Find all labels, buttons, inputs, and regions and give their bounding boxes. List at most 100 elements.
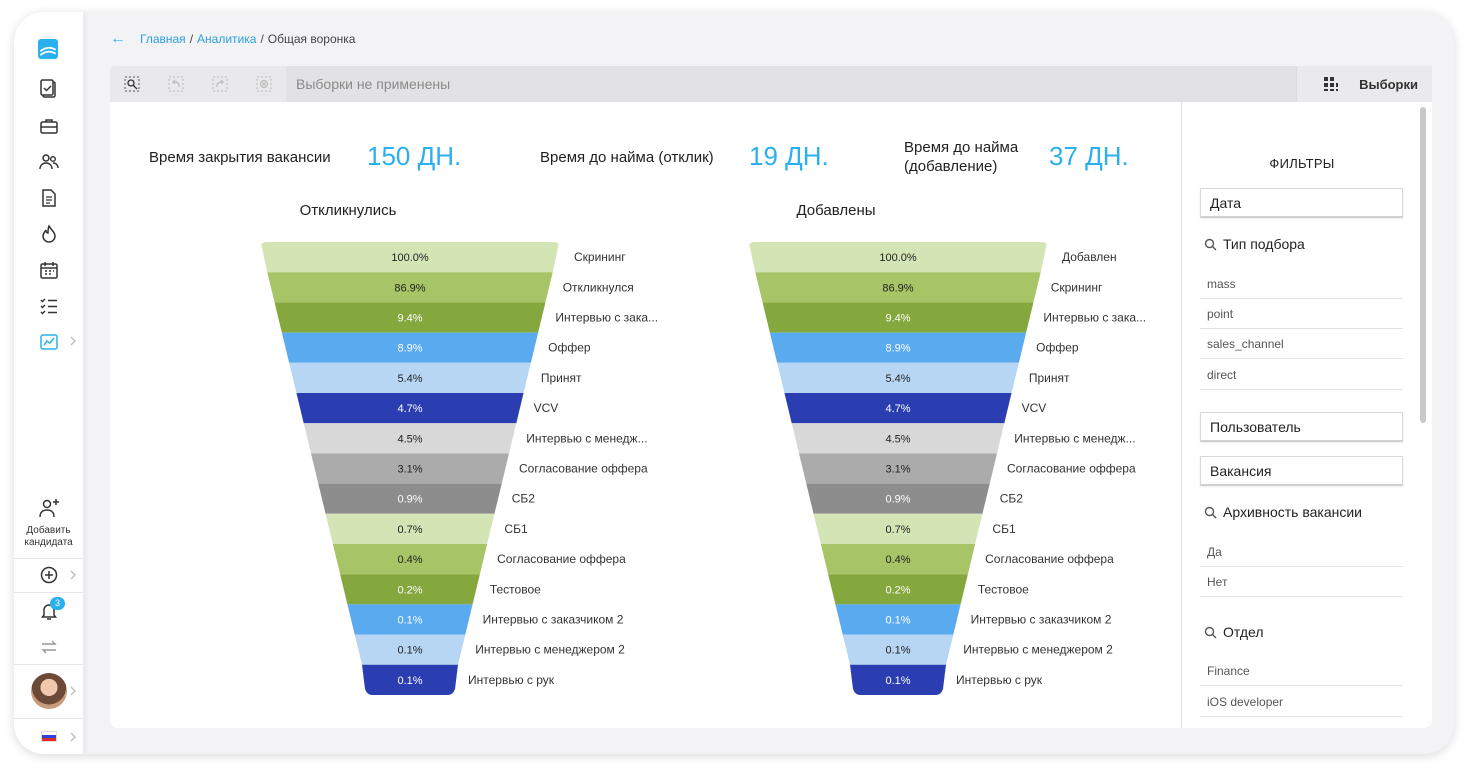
user-filter[interactable]: Пользователь	[1200, 412, 1403, 442]
funnel-band[interactable]	[289, 362, 531, 393]
department-search[interactable]: Отдел	[1204, 624, 1264, 640]
undo-icon[interactable]	[154, 66, 198, 102]
funnel-step-label: СБ2	[512, 492, 536, 506]
funnel-step-label: Интервью с менеджером 2	[475, 643, 625, 657]
funnel-value-label: 86.9%	[394, 282, 425, 294]
chevron-right-icon[interactable]	[69, 732, 77, 742]
funnel-band[interactable]	[784, 393, 1012, 424]
chevron-right-icon[interactable]	[69, 336, 77, 346]
calendar-icon[interactable]	[38, 259, 60, 281]
funnel-band[interactable]	[296, 393, 524, 424]
filter-item[interactable]: Да	[1200, 537, 1403, 567]
metric-label-line: (добавление)	[904, 158, 998, 175]
funnel-band[interactable]	[850, 664, 946, 695]
funnel-band[interactable]	[281, 332, 539, 363]
funnel-value-label: 0.1%	[885, 675, 910, 687]
filter-item[interactable]: direct	[1200, 360, 1403, 390]
funnel-step-label: Тестовое	[490, 582, 541, 596]
user-avatar[interactable]	[31, 673, 67, 709]
funnel-band[interactable]	[769, 332, 1027, 363]
funnel-step-label: Интервью с зака...	[1043, 311, 1146, 325]
funnel-step-label: Согласование оффера	[497, 552, 626, 566]
funnel-band[interactable]	[340, 574, 480, 605]
filter-item[interactable]: IT	[1200, 718, 1403, 728]
filter-item[interactable]: Нет	[1200, 567, 1403, 597]
funnel-band[interactable]	[828, 574, 968, 605]
type-search[interactable]: Тип подбора	[1204, 236, 1305, 252]
document-icon[interactable]	[38, 187, 60, 209]
breadcrumb: ← Главная / Аналитика / Общая воронка	[110, 30, 355, 47]
funnel-value-label: 0.4%	[885, 554, 910, 566]
chevron-right-icon[interactable]	[69, 570, 77, 580]
funnel-band[interactable]	[261, 242, 559, 273]
breadcrumb-analytics[interactable]: Аналитика	[197, 32, 257, 46]
funnel-step-label: VCV	[1022, 401, 1047, 415]
logo-icon[interactable]	[35, 36, 61, 62]
add-candidate-button[interactable]: Добавить кандидата	[14, 498, 83, 549]
funnel-value-label: 3.1%	[397, 464, 422, 476]
funnel-band[interactable]	[311, 453, 509, 484]
redo-icon[interactable]	[198, 66, 242, 102]
funnel-band[interactable]	[318, 483, 502, 514]
metric-label: Время до найма (отклик)	[540, 149, 714, 166]
checklist-icon[interactable]	[38, 295, 60, 317]
funnel-step-label: Согласование оффера	[519, 462, 648, 476]
funnel-band[interactable]	[791, 423, 1005, 454]
filter-item[interactable]: sales_channel	[1200, 329, 1403, 359]
funnel-value-label: 0.2%	[397, 584, 422, 596]
people-icon[interactable]	[38, 151, 60, 173]
funnel-value-label: 3.1%	[885, 464, 910, 476]
filter-item[interactable]: Finance	[1200, 656, 1403, 686]
vacancy-filter[interactable]: Вакансия	[1200, 456, 1403, 486]
filter-item[interactable]: point	[1200, 299, 1403, 329]
funnel-band[interactable]	[354, 634, 466, 665]
funnel-band[interactable]	[325, 513, 495, 544]
funnel-band[interactable]	[347, 604, 473, 635]
funnel-step-label: Откликнулся	[563, 280, 634, 294]
funnel-value-label: 8.9%	[885, 343, 910, 355]
funnel-band[interactable]	[799, 453, 997, 484]
funnel-band[interactable]	[762, 302, 1034, 333]
funnel-band[interactable]	[332, 544, 488, 575]
arrow-left-icon[interactable]: ←	[110, 30, 126, 47]
selection-toolbar: Выборки не применены Выборки	[110, 66, 1432, 102]
funnel-band[interactable]	[777, 362, 1019, 393]
swap-icon[interactable]	[38, 636, 60, 658]
grid-icon	[1324, 77, 1339, 91]
date-filter[interactable]: Дата	[1200, 188, 1403, 218]
funnel-band[interactable]	[303, 423, 517, 454]
funnel-band[interactable]	[813, 513, 983, 544]
filters-scrollbar[interactable]	[1420, 107, 1426, 423]
analytics-icon[interactable]	[38, 331, 60, 353]
funnel-band[interactable]	[806, 483, 990, 514]
metric-label: Время закрытия вакансии	[149, 149, 331, 166]
select-zoom-icon[interactable]	[110, 66, 154, 102]
funnel-value-label: 4.5%	[885, 433, 910, 445]
funnel-band[interactable]	[749, 242, 1047, 273]
funnel-band[interactable]	[362, 664, 458, 695]
funnel-svg: 100.0% Скрининг 86.9% Откликнулся 9.4% Интерв…	[261, 242, 658, 695]
funnel-step-label: Интервью с менедж...	[1014, 431, 1135, 445]
fire-icon[interactable]	[38, 223, 60, 245]
funnel-step-label: Скрининг	[574, 250, 626, 264]
funnel-band[interactable]	[755, 272, 1041, 303]
selections-button[interactable]: Выборки	[1296, 66, 1432, 102]
clear-selection-icon[interactable]	[242, 66, 286, 102]
plus-circle-icon[interactable]	[38, 564, 60, 586]
funnel-band[interactable]	[274, 302, 546, 333]
archive-search[interactable]: Архивность вакансии	[1204, 504, 1362, 520]
funnel-band[interactable]	[820, 544, 976, 575]
funnel-band[interactable]	[842, 634, 954, 665]
tasks-icon[interactable]	[38, 78, 60, 100]
funnel-band[interactable]	[835, 604, 961, 635]
funnel-band[interactable]	[267, 272, 553, 303]
breadcrumb-home[interactable]: Главная	[140, 32, 186, 46]
filter-item[interactable]: iOS developer	[1200, 687, 1403, 717]
filter-item[interactable]: mass	[1200, 269, 1403, 299]
funnel-step-label: Добавлен	[1062, 250, 1117, 264]
chevron-right-icon[interactable]	[69, 686, 77, 696]
briefcase-icon[interactable]	[38, 115, 60, 137]
funnel-value-label: 4.7%	[397, 403, 422, 415]
language-flag-icon[interactable]	[41, 731, 57, 742]
funnel-value-label: 4.5%	[397, 433, 422, 445]
